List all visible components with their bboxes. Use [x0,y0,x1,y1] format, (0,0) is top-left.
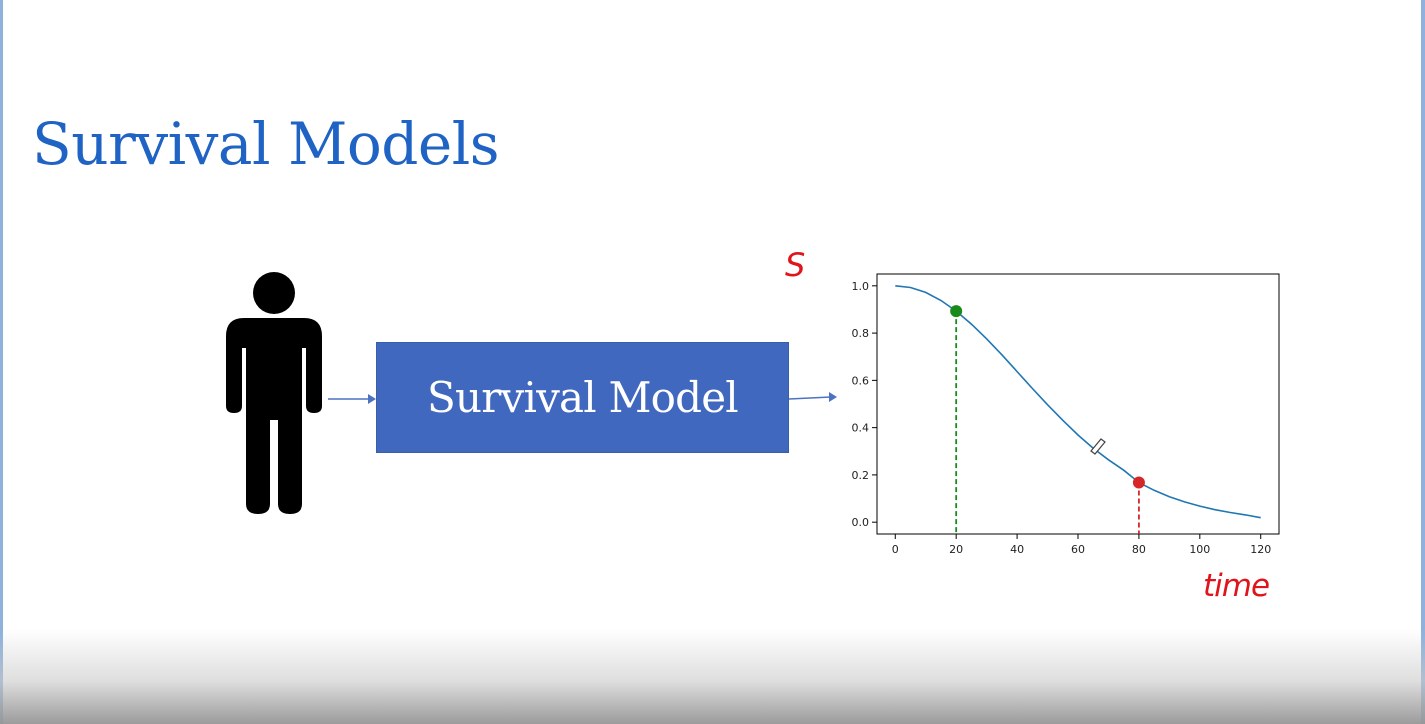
x-tick-label: 100 [1189,543,1210,556]
model-label: Survival Model [427,373,739,422]
y-tick-label: 0.6 [852,374,870,387]
handwritten-time-label: time [1203,568,1270,604]
slide-title: Survival Models [32,110,500,178]
red-marker [1132,476,1145,489]
slide-frame-right [1421,0,1425,724]
x-tick-label: 60 [1071,543,1085,556]
pen-cursor-icon [1090,438,1106,455]
output-arrow [789,392,837,402]
x-tick-label: 40 [1010,543,1024,556]
x-tick-label: 0 [892,543,899,556]
survival-model-box: Survival Model [376,342,789,453]
y-tick-label: 0.8 [852,327,870,340]
handwritten-s-label: S [785,246,806,284]
x-tick-label: 120 [1250,543,1271,556]
green-marker [950,305,963,318]
survival-curve-chart: 0 20 40 60 80 100 120 0.0 0.2 0.4 0.6 0.8 1.0 [852,273,1280,556]
y-tick-label: 0.4 [852,422,870,435]
y-tick-label: 0.0 [852,516,870,529]
x-tick-label: 80 [1132,543,1146,556]
y-tick-label: 0.2 [852,469,870,482]
x-tick-label: 20 [949,543,963,556]
bottom-shadow [0,629,1425,724]
slide-frame-left [0,0,3,724]
y-tick-label: 1.0 [852,280,870,293]
plot-frame [876,273,1280,535]
input-arrow [328,394,376,404]
person-icon [226,272,322,514]
